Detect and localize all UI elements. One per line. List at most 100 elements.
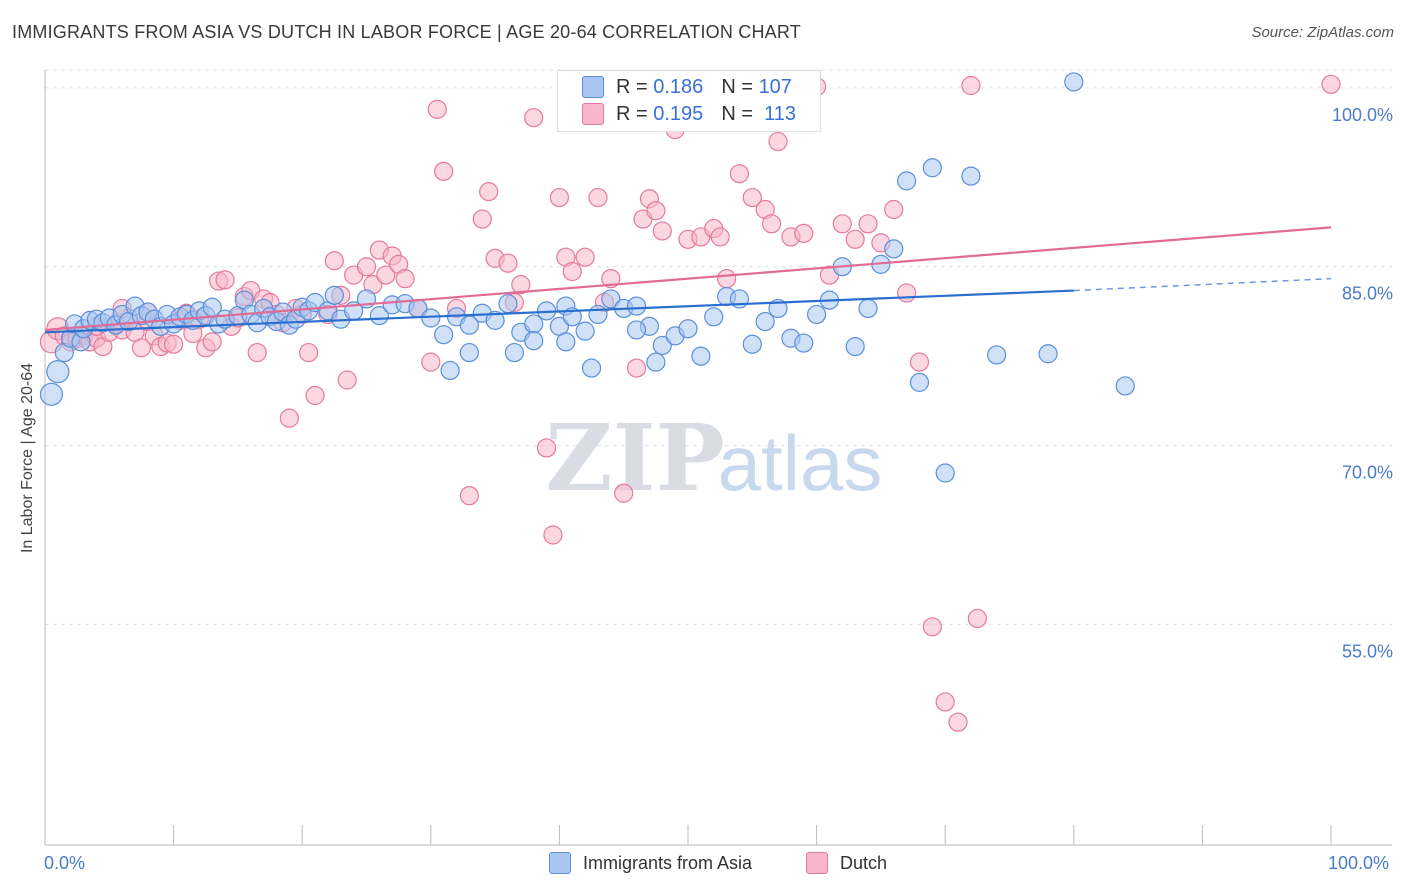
trend-lines (44, 226, 1332, 334)
y-tick-label: 100.0% (1332, 105, 1393, 125)
asia-point (646, 352, 666, 372)
dutch-point (601, 269, 621, 289)
dutch-point (434, 161, 454, 181)
n-label: N = (721, 75, 753, 98)
asia-point (884, 239, 904, 259)
chart-title: IMMIGRANTS FROM ASIA VS DUTCH IN LABOR F… (12, 22, 801, 42)
asia-swatch (582, 76, 604, 98)
asia-point (1038, 344, 1058, 364)
dutch-point (716, 269, 737, 289)
asia-point (794, 333, 814, 353)
asia-point (678, 319, 698, 339)
dutch-point (324, 251, 344, 271)
source-label: Source: ZipAtlas.com (1251, 24, 1394, 41)
dutch-point (768, 131, 788, 152)
dutch-point (897, 283, 917, 303)
dutch-point (376, 265, 396, 285)
dutch-point (858, 214, 878, 234)
n-value-asia: 107 (758, 75, 792, 98)
stats-legend-row-dutch: R = 0.195 N = 113 (582, 102, 796, 126)
dutch-point (543, 525, 563, 545)
dutch-point (1321, 74, 1341, 94)
asia-point (909, 372, 930, 392)
asia-point (691, 346, 711, 366)
asia-point (652, 335, 672, 356)
asia-point (440, 360, 460, 381)
asia-point (369, 306, 389, 326)
dutch-swatch (582, 103, 604, 125)
axes (44, 70, 1392, 846)
dutch-point (427, 99, 447, 119)
dutch-point (967, 608, 987, 629)
dutch-point (832, 214, 852, 234)
dutch-point (761, 214, 782, 234)
asia-point (935, 463, 955, 483)
dutch-point (305, 385, 325, 406)
watermark: ZIP atlas (545, 404, 882, 512)
dutch-legend-swatch (806, 852, 828, 874)
dutch-point (710, 227, 730, 247)
asia-point (1064, 72, 1084, 92)
dutch-point (215, 270, 235, 290)
r-label: R = (616, 102, 648, 125)
asia-point (987, 345, 1007, 365)
asia-point (806, 304, 827, 325)
dutch-point (729, 164, 750, 184)
dutch-point (935, 692, 955, 712)
n-label: N = (721, 102, 753, 125)
dutch-point (472, 209, 492, 229)
dutch-point (588, 187, 608, 208)
r-label: R = (616, 75, 648, 98)
dutch-trend-line (44, 226, 1332, 332)
asia-legend-swatch (549, 852, 571, 874)
dutch-point (498, 253, 518, 273)
asia-point (845, 337, 865, 357)
dutch-point (202, 332, 222, 352)
dutch-point (652, 221, 672, 241)
asia-point (768, 298, 788, 319)
asia-point (601, 289, 621, 309)
asia-point (39, 382, 64, 406)
asia-point (556, 332, 576, 352)
asia-trend-line (44, 289, 1074, 334)
dutch-point (131, 338, 152, 358)
asia-point (961, 166, 981, 186)
dutch-point (337, 370, 357, 390)
dutch-point (524, 108, 544, 128)
watermark-atlas: atlas (718, 419, 883, 507)
asia-legend-label: Immigrants from Asia (583, 852, 753, 873)
dutch-point (562, 261, 582, 282)
stats-legend-row-asia: R = 0.186 N = 107 (582, 75, 792, 99)
asia-trend-extension (1073, 277, 1332, 292)
dutch-point (922, 617, 942, 637)
grid-lines (45, 69, 1392, 625)
asia-point (742, 334, 762, 354)
asia-point (858, 298, 878, 319)
dutch-point (646, 201, 666, 221)
n-value-dutch: 113 (764, 102, 797, 125)
asia-point (46, 360, 70, 384)
x-tick-label-max: 100.0% (1328, 853, 1390, 873)
asia-point (498, 294, 518, 314)
dutch-point (742, 187, 762, 208)
dutch-point (961, 75, 981, 96)
dutch-point (459, 486, 479, 506)
dutch-point (247, 342, 267, 363)
asia-point (755, 311, 775, 332)
dutch-point (479, 182, 499, 202)
asia-point (704, 307, 724, 327)
dutch-legend-label: Dutch (840, 852, 888, 873)
legend-item-dutch[interactable]: Dutch (806, 852, 887, 874)
dutch-point (575, 247, 595, 267)
dutch-point (549, 187, 570, 208)
asia-point (459, 342, 479, 363)
asia-point (588, 304, 608, 325)
dutch-point (845, 229, 865, 249)
asia-point (626, 296, 647, 316)
dutch-point (279, 408, 299, 428)
y-tick-label: 55.0% (1342, 641, 1393, 661)
legend-item-asia[interactable]: Immigrants from Asia (549, 852, 752, 874)
dutch-point (614, 483, 634, 503)
dutch-point (511, 275, 531, 295)
